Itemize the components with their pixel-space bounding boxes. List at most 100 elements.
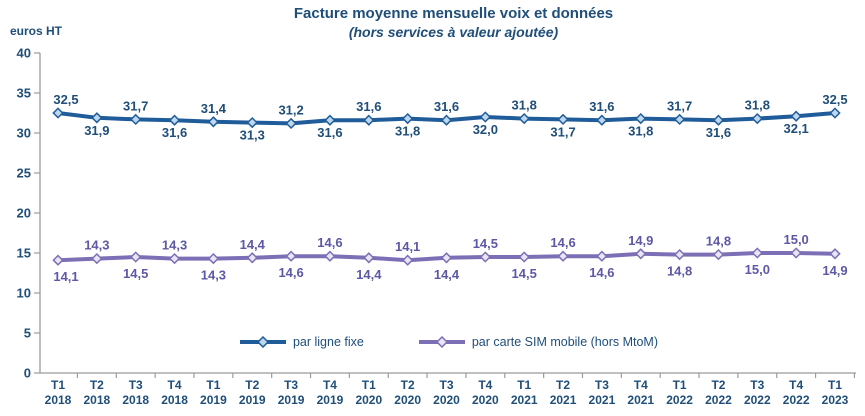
chart-subtitle: (hors services à valeur ajoutée) — [348, 23, 559, 40]
x-axis-label-year: 2019 — [278, 393, 305, 407]
y-axis-tick-label: 5 — [24, 326, 31, 341]
data-label: 31,6 — [434, 99, 459, 114]
data-label: 14,3 — [162, 238, 187, 253]
y-axis-tick-label: 25 — [17, 166, 31, 181]
x-axis-label-year: 2021 — [627, 393, 654, 407]
data-point-marker — [518, 251, 530, 263]
data-point-marker — [285, 250, 297, 262]
data-point-marker — [246, 252, 258, 264]
data-point-marker — [673, 248, 686, 261]
chart-title: Facture moyenne mensuelle voix et donnée… — [293, 5, 614, 22]
data-label: 31,8 — [628, 124, 653, 139]
x-axis-label-quarter: T4 — [323, 378, 337, 392]
data-point-marker — [673, 113, 686, 126]
x-axis-label-year: 2020 — [433, 393, 460, 407]
data-label: 14,1 — [53, 269, 78, 284]
data-point-marker — [130, 251, 142, 263]
data-label: 31,4 — [201, 101, 227, 116]
data-label: 14,5 — [512, 266, 537, 281]
data-point-marker — [596, 250, 608, 262]
data-label: 31,2 — [278, 102, 303, 117]
x-axis-label-quarter: T2 — [711, 378, 725, 392]
data-point-marker — [790, 110, 802, 122]
data-label: 32,5 — [53, 92, 78, 107]
data-label: 31,9 — [84, 123, 109, 138]
x-axis-label-quarter: T1 — [362, 378, 376, 392]
legend-item-mobile-sim: par carte SIM mobile (hors MtoM) — [418, 335, 658, 349]
data-point-marker — [596, 114, 608, 126]
data-point-marker — [518, 112, 530, 125]
data-label: 14,1 — [395, 239, 420, 254]
x-axis-label-quarter: T4 — [789, 378, 803, 392]
data-point-marker — [401, 254, 414, 266]
x-axis-label-year: 2022 — [705, 393, 732, 407]
x-axis-label-quarter: T2 — [556, 378, 570, 392]
data-label: 31,8 — [512, 98, 537, 113]
data-label: 32,0 — [473, 122, 498, 137]
y-axis-tick-label: 10 — [17, 286, 31, 301]
x-axis-label-quarter: T3 — [129, 378, 143, 392]
data-point-marker — [557, 250, 569, 262]
line-marker-icon — [418, 336, 465, 348]
line-marker-icon — [239, 336, 286, 348]
data-label: 15,0 — [783, 232, 808, 247]
data-label: 31,8 — [395, 124, 420, 139]
data-label: 14,8 — [667, 264, 692, 279]
data-point-marker — [401, 112, 414, 125]
y-axis-tick-label: 40 — [17, 46, 31, 61]
data-point-marker — [324, 114, 336, 126]
data-label: 14,5 — [123, 266, 148, 281]
data-label: 31,6 — [706, 125, 731, 140]
x-axis-label-quarter: T1 — [673, 378, 687, 392]
x-axis-label-quarter: T4 — [168, 378, 182, 392]
x-axis-label-year: 2018 — [122, 393, 149, 407]
data-point-marker — [52, 107, 64, 119]
x-axis-label-quarter: T3 — [595, 378, 609, 392]
y-axis-tick-label: 15 — [17, 246, 31, 261]
data-point-marker — [635, 248, 647, 260]
data-point-marker — [479, 111, 492, 123]
x-axis-label-quarter: T1 — [828, 378, 842, 392]
data-point-marker — [285, 117, 297, 130]
data-label: 31,3 — [240, 128, 265, 143]
chart-legend: par ligne fixe par carte SIM mobile (hor… — [40, 332, 857, 352]
data-point-marker — [440, 114, 453, 126]
data-point-marker — [751, 247, 763, 259]
x-axis-label-year: 2018 — [83, 393, 110, 407]
y-axis-unit-label: euros HT — [10, 24, 63, 38]
data-point-marker — [712, 248, 725, 261]
data-point-marker — [91, 112, 103, 124]
data-label: 14,6 — [317, 235, 342, 250]
x-axis-label-quarter: T1 — [517, 378, 531, 392]
data-label: 14,6 — [589, 265, 614, 280]
data-point-marker — [363, 252, 375, 264]
x-axis-label-year: 2023 — [822, 393, 849, 407]
x-axis-label-year: 2020 — [355, 393, 382, 407]
data-point-marker — [712, 114, 725, 126]
x-axis-label-quarter: T4 — [634, 378, 648, 392]
data-point-marker — [363, 114, 375, 126]
data-point-marker — [130, 113, 142, 126]
data-point-marker — [790, 247, 802, 259]
data-label: 14,3 — [201, 268, 226, 283]
data-label: 14,6 — [550, 235, 575, 250]
data-label: 14,6 — [278, 265, 303, 280]
data-point-marker — [52, 254, 64, 266]
x-axis-label-year: 2021 — [511, 393, 538, 407]
x-axis-label-quarter: T4 — [478, 378, 492, 392]
data-label: 31,6 — [356, 99, 381, 114]
data-point-marker — [829, 248, 841, 260]
data-label: 14,9 — [628, 233, 653, 248]
data-label: 14,8 — [706, 234, 731, 249]
data-point-marker — [168, 114, 181, 126]
data-label: 31,7 — [123, 98, 148, 113]
x-axis-label-quarter: T3 — [284, 378, 298, 392]
data-label: 31,6 — [589, 99, 614, 114]
data-point-marker — [207, 252, 220, 265]
x-axis-label-quarter: T2 — [90, 378, 104, 392]
data-label: 31,7 — [550, 124, 575, 139]
data-label: 31,7 — [667, 98, 692, 113]
x-axis-label-quarter: T3 — [439, 378, 453, 392]
y-axis-tick-label: 30 — [17, 126, 31, 141]
